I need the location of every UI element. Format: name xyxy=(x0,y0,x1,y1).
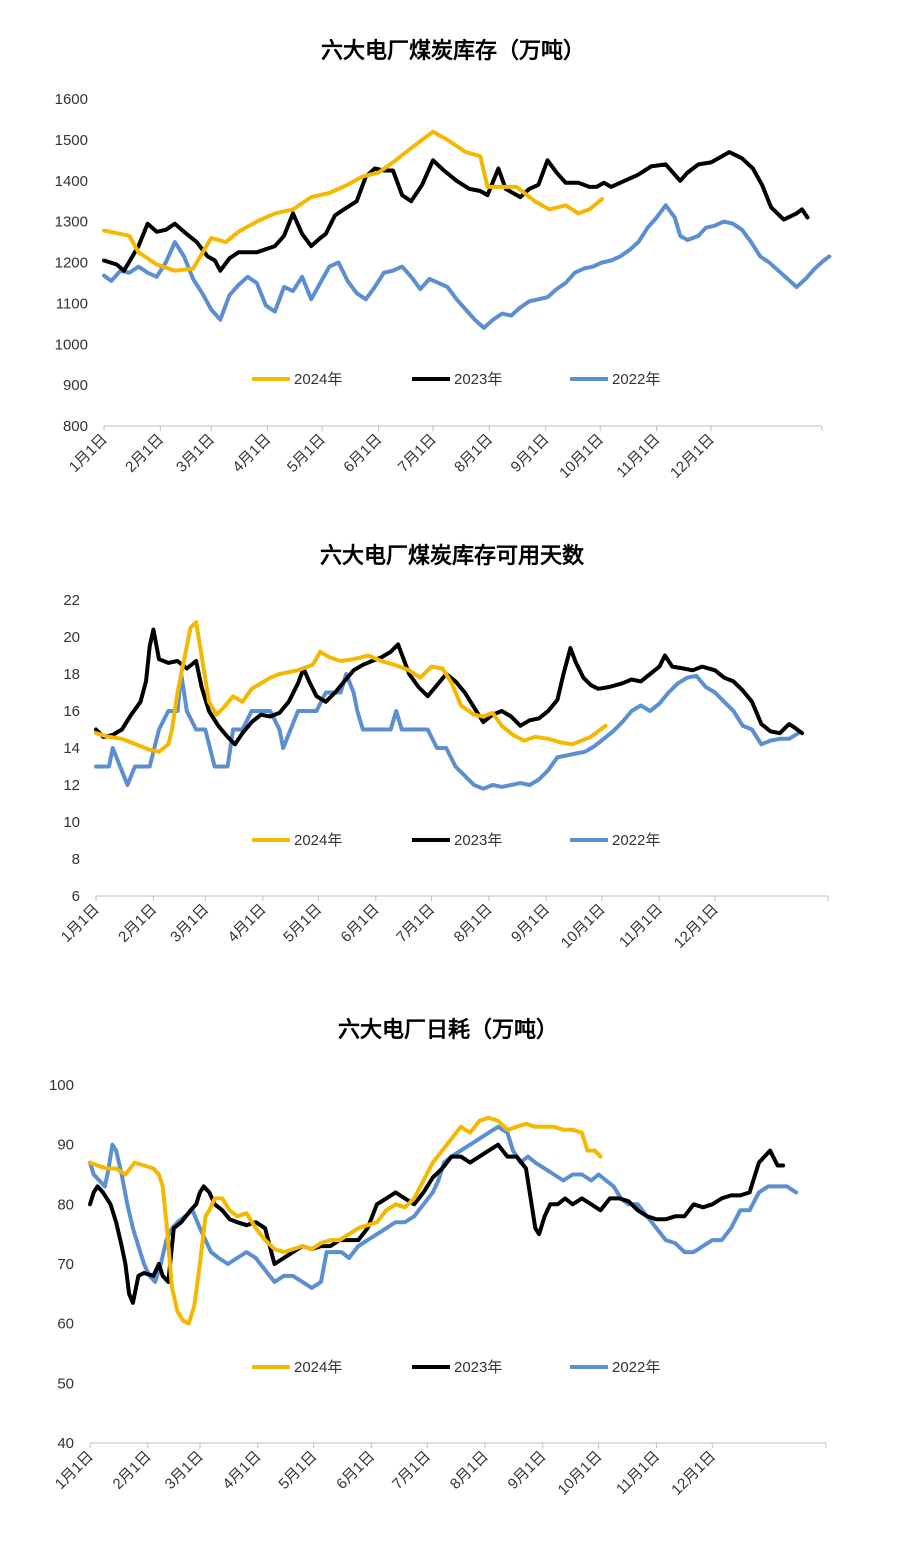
legend-label: 2022年 xyxy=(612,1359,660,1376)
x-tick-label: 11月1日 xyxy=(616,901,666,951)
y-tick-label: 20 xyxy=(63,629,80,646)
x-tick-label: 5月1日 xyxy=(275,1448,320,1493)
y-tick-label: 6 xyxy=(72,888,80,905)
x-tick-label: 3月1日 xyxy=(162,1448,207,1493)
x-tick-label: 3月1日 xyxy=(173,431,218,476)
x-tick-label: 10月1日 xyxy=(555,1448,606,1499)
x-tick-label: 9月1日 xyxy=(508,901,553,946)
x-tick-label: 7月1日 xyxy=(389,1448,434,1493)
y-tick-label: 8 xyxy=(72,851,80,868)
series-line-2022年 xyxy=(88,1124,799,1290)
series-line-2022年 xyxy=(102,203,832,330)
y-tick-label: 1100 xyxy=(56,295,88,312)
x-tick-label: 8月1日 xyxy=(451,431,496,476)
y-tick-label: 90 xyxy=(57,1137,74,1154)
y-tick-label: 1500 xyxy=(55,132,88,149)
y-tick-label: 18 xyxy=(63,666,80,683)
x-tick-label: 2月1日 xyxy=(110,1448,155,1493)
x-tick-label: 4月1日 xyxy=(219,1448,264,1493)
x-tick-label: 8月1日 xyxy=(447,1448,492,1493)
x-tick-label: 3月1日 xyxy=(167,901,212,946)
x-tick-label: 12月1日 xyxy=(671,901,722,952)
x-tick-label: 4月1日 xyxy=(225,901,270,946)
y-tick-label: 14 xyxy=(63,740,80,757)
legend-label: 2022年 xyxy=(612,371,660,388)
y-tick-label: 900 xyxy=(63,377,88,394)
x-tick-label: 8月1日 xyxy=(451,901,496,946)
x-tick-label: 1月1日 xyxy=(66,431,111,476)
y-tick-label: 1600 xyxy=(55,91,88,108)
x-tick-label: 11月1日 xyxy=(613,1448,663,1498)
x-tick-label: 12月1日 xyxy=(668,1448,719,1499)
y-tick-label: 800 xyxy=(63,418,88,435)
legend-label: 2022年 xyxy=(612,832,660,849)
y-tick-label: 1200 xyxy=(55,255,88,272)
y-tick-label: 22 xyxy=(63,592,80,609)
y-tick-label: 60 xyxy=(57,1316,74,1333)
x-tick-label: 1月1日 xyxy=(52,1448,97,1493)
chart-3: 六大电厂日耗（万吨） 40 50 60 70 80 90 100 1月1日 2月1日 3月1日 4月1… xyxy=(49,1017,827,1499)
x-tick-label: 7月1日 xyxy=(395,431,440,476)
chart-2: 六大电厂煤炭库存可用天数 6 8 10 12 14 16 18 20 22 1月1日 2月1日 3月1日… xyxy=(58,543,829,952)
y-tick-label: 50 xyxy=(57,1375,74,1392)
chart-title: 六大电厂煤炭库存可用天数 xyxy=(320,543,585,568)
legend-label: 2023年 xyxy=(454,371,502,388)
chart-title: 六大电厂日耗（万吨） xyxy=(338,1017,558,1042)
x-tick-label: 5月1日 xyxy=(280,901,325,946)
y-tick-label: 100 xyxy=(49,1077,74,1094)
series-line-2024年 xyxy=(94,620,608,754)
x-tick-label: 11月1日 xyxy=(613,431,663,481)
y-tick-label: 12 xyxy=(63,777,80,794)
legend-label: 2024年 xyxy=(294,832,342,849)
series-line-2024年 xyxy=(102,129,605,273)
x-tick-label: 6月1日 xyxy=(340,431,385,476)
legend-label: 2024年 xyxy=(294,371,342,388)
x-tick-label: 9月1日 xyxy=(505,1448,550,1493)
x-tick-label: 6月1日 xyxy=(333,1448,378,1493)
x-tick-label: 4月1日 xyxy=(229,431,274,476)
x-tick-label: 9月1日 xyxy=(508,431,553,476)
x-tick-label: 5月1日 xyxy=(284,431,329,476)
series-line-2023年 xyxy=(102,150,810,273)
x-tick-label: 6月1日 xyxy=(338,901,383,946)
x-tick-label: 10月1日 xyxy=(556,431,607,482)
legend-label: 2023年 xyxy=(454,832,502,849)
y-tick-label: 1300 xyxy=(55,214,88,231)
series-line-2023年 xyxy=(94,627,805,747)
legend-label: 2023年 xyxy=(454,1359,502,1376)
x-tick-label: 12月1日 xyxy=(667,431,718,482)
y-tick-label: 1400 xyxy=(55,173,88,190)
y-tick-label: 80 xyxy=(57,1196,74,1213)
y-tick-label: 16 xyxy=(63,703,80,720)
x-tick-label: 1月1日 xyxy=(58,901,103,946)
x-tick-label: 2月1日 xyxy=(115,901,160,946)
series-line-2023年 xyxy=(88,1142,786,1305)
x-tick-label: 10月1日 xyxy=(558,901,609,952)
chart-title: 六大电厂煤炭库存（万吨） xyxy=(321,38,585,63)
x-tick-label: 7月1日 xyxy=(393,901,438,946)
y-tick-label: 70 xyxy=(57,1256,74,1273)
y-tick-label: 40 xyxy=(57,1435,74,1452)
series-line-2022年 xyxy=(94,672,801,791)
legend-label: 2024年 xyxy=(294,1359,342,1376)
y-tick-label: 10 xyxy=(63,814,80,831)
series-line-2024年 xyxy=(88,1115,603,1326)
x-tick-label: 2月1日 xyxy=(122,431,167,476)
y-tick-label: 1000 xyxy=(55,336,88,353)
chart-1: 六大电厂煤炭库存（万吨） 800 900 1000 1100 1200 1300 1400 15… xyxy=(55,38,832,482)
